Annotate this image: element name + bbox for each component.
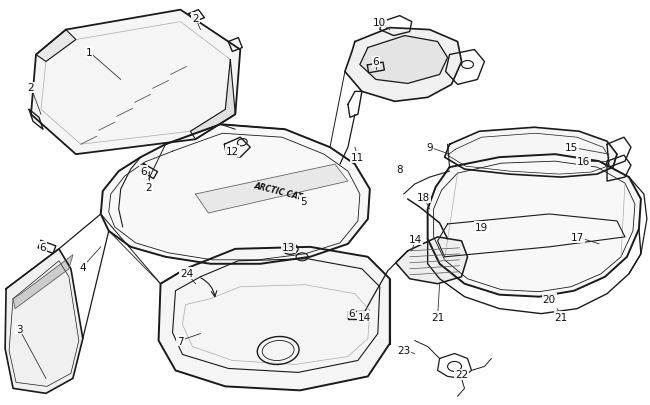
- Polygon shape: [159, 247, 390, 390]
- Text: 14: 14: [358, 312, 372, 322]
- Text: 9: 9: [426, 143, 433, 153]
- Text: 22: 22: [455, 369, 468, 379]
- Polygon shape: [31, 11, 240, 155]
- Text: 5: 5: [300, 196, 306, 207]
- Text: 2: 2: [192, 14, 199, 23]
- Text: 17: 17: [571, 232, 584, 242]
- Polygon shape: [428, 155, 641, 297]
- Polygon shape: [5, 249, 83, 393]
- Text: 12: 12: [226, 147, 239, 157]
- Text: 6: 6: [140, 167, 147, 177]
- Polygon shape: [101, 125, 370, 264]
- Text: 4: 4: [79, 262, 86, 272]
- Polygon shape: [360, 36, 448, 84]
- Text: 6: 6: [40, 242, 46, 252]
- Text: ARCTIC CAT: ARCTIC CAT: [253, 181, 304, 202]
- Text: 1: 1: [86, 47, 92, 58]
- Polygon shape: [196, 165, 348, 213]
- Polygon shape: [190, 60, 235, 140]
- Text: 14: 14: [409, 234, 423, 244]
- Text: 24: 24: [180, 268, 193, 278]
- Text: 13: 13: [281, 242, 294, 252]
- Polygon shape: [36, 30, 76, 62]
- Polygon shape: [445, 128, 617, 178]
- Polygon shape: [13, 255, 73, 309]
- Text: 16: 16: [577, 157, 590, 167]
- Text: 19: 19: [475, 222, 488, 232]
- Polygon shape: [396, 237, 467, 284]
- Text: 15: 15: [565, 143, 578, 153]
- Text: 6: 6: [348, 308, 355, 318]
- Text: 23: 23: [397, 345, 410, 356]
- Text: 10: 10: [373, 17, 386, 28]
- Text: 21: 21: [554, 312, 568, 322]
- Text: 7: 7: [177, 336, 184, 346]
- Polygon shape: [345, 28, 462, 102]
- Text: 18: 18: [417, 192, 430, 202]
- Text: 3: 3: [16, 324, 22, 334]
- Text: 8: 8: [396, 165, 403, 175]
- Text: 6: 6: [372, 58, 379, 67]
- Text: 11: 11: [351, 153, 365, 163]
- Text: 2: 2: [28, 83, 34, 93]
- Text: 2: 2: [146, 183, 152, 192]
- Text: 20: 20: [543, 294, 556, 304]
- Text: 21: 21: [431, 312, 444, 322]
